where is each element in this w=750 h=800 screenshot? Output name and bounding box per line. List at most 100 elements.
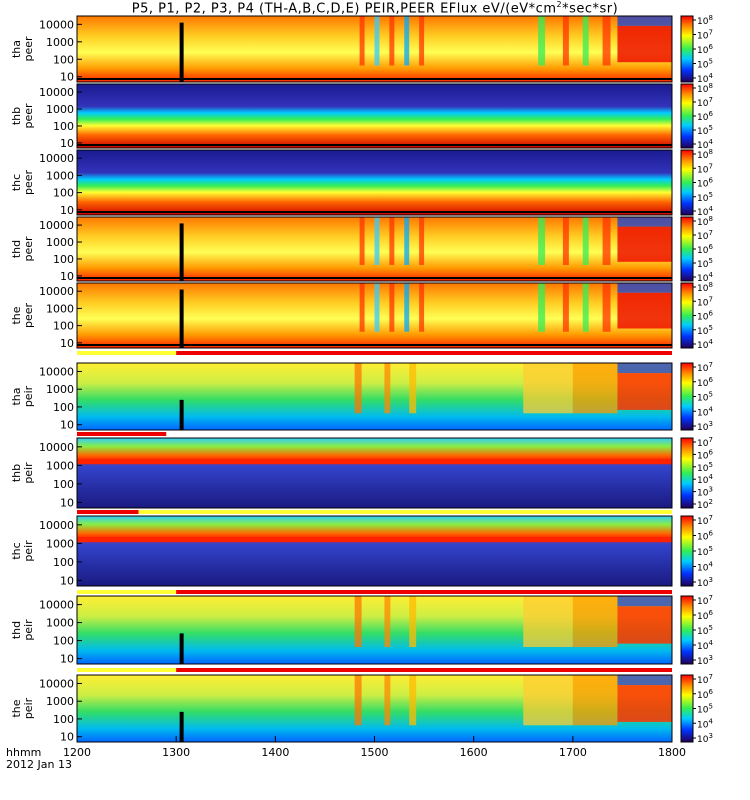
the-peer-frame: [76, 282, 673, 349]
thb-peer-ytick-label: 10: [60, 137, 74, 150]
tha-peer-cbar-label: 108: [697, 14, 713, 27]
tha-peer-ylabel-1: peer: [22, 36, 35, 62]
thc-peir-cbar-label: 106: [697, 530, 713, 543]
thb-peir-spectrogram: [77, 438, 672, 508]
the-peer-burst-1: [374, 283, 380, 332]
thb-peir-frame: [76, 437, 673, 509]
thd-peer-burst-1: [374, 217, 380, 265]
the-peir-ylabel-0: the: [10, 699, 23, 717]
the-peir-burst-3: [523, 675, 573, 726]
thb-peir-ytick-label: 1000: [46, 459, 74, 472]
thc-peir-cbar-label: 105: [697, 545, 713, 558]
the-peer-burst-4: [419, 283, 425, 332]
thd-peer-frame: [76, 216, 673, 282]
tha-peer-burst-8: [602, 16, 611, 66]
thd-peer-burst-4: [419, 217, 425, 265]
thb-peer-cbar-label: 106: [697, 110, 713, 123]
thb-peer-ytick-label: 1000: [46, 103, 74, 116]
tha-peer-burst-1: [374, 16, 380, 66]
tha-peer-burst-3: [404, 16, 410, 66]
thd-peir-cbar-label: 105: [697, 624, 713, 637]
thd-peir-ytick-label: 10000: [39, 599, 74, 612]
the-peer-ylabel-0: the: [10, 306, 23, 324]
thd-peer-burst-0: [359, 217, 365, 265]
thd-peer-ylabel-0: thd: [10, 240, 23, 258]
the-peir-burst-1: [384, 675, 391, 726]
tha-peir-burst-4: [572, 363, 618, 414]
thd-peer-cbar-label: 108: [697, 215, 713, 228]
thd-peer-cbar-label: 107: [697, 229, 713, 242]
the-peir-cbar-label: 107: [697, 673, 713, 686]
tha-peir-ylabel-1: peir: [22, 385, 35, 407]
xtick-label-1700: 1700: [559, 746, 587, 759]
tha-peer-frame: [76, 15, 673, 83]
thd-peir-ylabel-1: peir: [22, 619, 35, 641]
thc-peir-cbar-label: 104: [697, 561, 713, 574]
the-peir-cbar-label: 105: [697, 703, 713, 716]
thd-peir-burst-1: [384, 596, 391, 647]
tha-peir-ylabel-0: tha: [10, 387, 23, 405]
thc-peer-cbar-label: 108: [697, 148, 713, 161]
tha-peir-cbar-label: 105: [697, 391, 713, 404]
thd-peir-frame: [76, 595, 673, 665]
xtick-label-1600: 1600: [460, 746, 488, 759]
the-peer-late-dropout: [617, 283, 672, 293]
tha-peer-data-gap: [179, 22, 184, 83]
thd-peer-cbar-label: 105: [697, 257, 713, 270]
the-peer-late-enhancement: [617, 292, 672, 329]
thd-peir-data-gap: [179, 633, 184, 664]
the-peer-colorbar: [680, 282, 694, 349]
the-peer-burst-0: [359, 283, 365, 332]
thb-peir-colorbar: [680, 437, 694, 509]
tha-peir-ytick-label: 10: [60, 419, 74, 432]
the-peer-data-gap: [179, 289, 184, 348]
tha-peer-colorbar: [680, 15, 694, 83]
thb-peir-cbar-label: 105: [697, 461, 713, 474]
thd-peer-colorbar: [680, 216, 694, 282]
chart-title: P5, P1, P2, P3, P4 (TH-A,B,C,D,E) PEIR,P…: [0, 0, 750, 16]
the-peir-ytick-label: 1000: [46, 695, 74, 708]
the-peer-burst-6: [562, 283, 569, 332]
thb-peir-ion-band: [77, 459, 672, 464]
thc-peir-ytick-label: 100: [53, 556, 74, 569]
tha-peer-ytick-label: 10: [60, 71, 74, 84]
thb-peer-ytick-label: 100: [53, 120, 74, 133]
the-peir-cbar-label: 103: [697, 732, 713, 745]
thb-peer-cbar-label: 108: [697, 82, 713, 95]
thb-peir-cbar-label: 107: [697, 436, 713, 449]
the-peir-late-dropout: [617, 675, 672, 686]
tha-peer-ylabel-0: tha: [10, 40, 23, 58]
thd-peer-cbar-label: 104: [697, 271, 713, 284]
thd-peer-data-gap: [179, 223, 184, 281]
the-peir-burst-0: [354, 675, 362, 726]
thb-peer-cbar-label: 104: [697, 138, 713, 151]
tha-peer-cbar-label: 105: [697, 58, 713, 71]
thc-peir-ylabel-0: thc: [10, 542, 23, 559]
thc-peer-ylabel-0: thc: [10, 174, 23, 191]
thd-peer-ytick-label: 100: [53, 253, 74, 266]
the-peer-ylabel-1: peer: [22, 303, 35, 329]
the-peir-ytick-label: 10000: [39, 677, 74, 690]
thd-peer-burst-6: [562, 217, 569, 265]
the-peer-cbar-label: 104: [697, 338, 713, 351]
the-peer-burst-7: [582, 283, 589, 332]
thb-peir-ylabel-1: peir: [22, 462, 35, 484]
the-peir-ylabel-1: peir: [22, 697, 35, 719]
tha-peer-cbar-label: 107: [697, 29, 713, 42]
tha-peer-late-dropout: [617, 16, 672, 26]
thb-peir-ytick-label: 100: [53, 478, 74, 491]
tha-peer-cbar-label: 104: [697, 72, 713, 85]
thb-peer-ylabel-1: peer: [22, 103, 35, 129]
title-superscript: 2: [556, 0, 563, 9]
thd-peer-late-dropout: [617, 217, 672, 227]
tha-peir-cbar-label: 107: [697, 361, 713, 374]
tha-peir-frame: [76, 362, 673, 431]
tha-peir-burst-1: [384, 363, 391, 414]
thd-peir-burst-2: [409, 596, 417, 647]
mode-bar-red-4: [176, 668, 672, 672]
tha-peir-burst-2: [409, 363, 417, 414]
the-peir-colorbar: [680, 674, 694, 743]
thb-peer-ytick-label: 10000: [39, 86, 74, 99]
the-peer-burst-2: [389, 283, 395, 332]
